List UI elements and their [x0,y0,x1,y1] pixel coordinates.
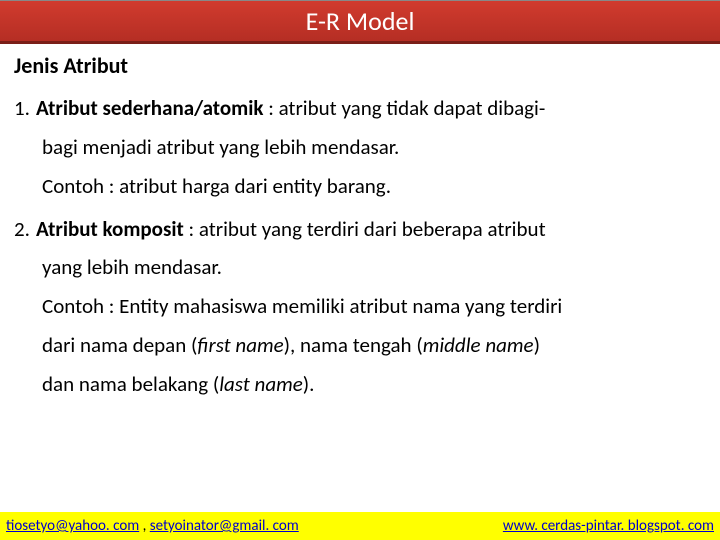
item-number: 2. [14,210,36,249]
footer-bar: tiosetyo@yahoo. com , setyoinator@gmail.… [0,512,720,540]
item-number: 1. [14,89,36,128]
definition-text: : atribut yang terdiri dari beberapa atr… [184,216,546,242]
footer-right: www. cerdas-pintar. blogspot. com [503,517,714,535]
definition-cont: yang lebih mendasar. [14,248,706,287]
example-text: Contoh : atribut harga dari entity baran… [14,167,706,206]
text-part: dan nama belakang ( [42,371,219,397]
text-part: ) [534,332,540,358]
definition-text: : atribut yang tidak dapat dibagi- [263,95,545,121]
title-bar: E-R Model [0,0,720,44]
definition-cont: bagi menjadi atribut yang lebih mendasar… [14,128,706,167]
page-title: E-R Model [306,5,415,37]
example-line: dan nama belakang (last name). [14,365,706,404]
italic-term: last name [219,371,303,397]
term-bold: Atribut sederhana/atomik [36,95,263,121]
term-bold: Atribut komposit [36,216,184,242]
footer-left: tiosetyo@yahoo. com , setyoinator@gmail.… [6,517,299,535]
list-item: 2.Atribut komposit : atribut yang terdir… [14,210,706,404]
separator: , [139,517,150,535]
text-part: ). [303,371,315,397]
italic-term: middle name [423,332,534,358]
italic-term: first name [197,332,283,358]
example-line: dari nama depan (first name), nama tenga… [14,326,706,365]
subheading: Jenis Atribut [14,52,706,79]
email-link-1[interactable]: tiosetyo@yahoo. com [6,517,139,535]
email-link-2[interactable]: setyoinator@gmail. com [150,517,299,535]
list-item: 1.Atribut sederhana/atomik : atribut yan… [14,89,706,206]
website-link[interactable]: www. cerdas-pintar. blogspot. com [503,517,714,535]
text-part: ), nama tengah ( [284,332,423,358]
content-area: Jenis Atribut 1.Atribut sederhana/atomik… [0,44,720,404]
text-part: dari nama depan ( [42,332,197,358]
example-line: Contoh : Entity mahasiswa memiliki atrib… [14,287,706,326]
